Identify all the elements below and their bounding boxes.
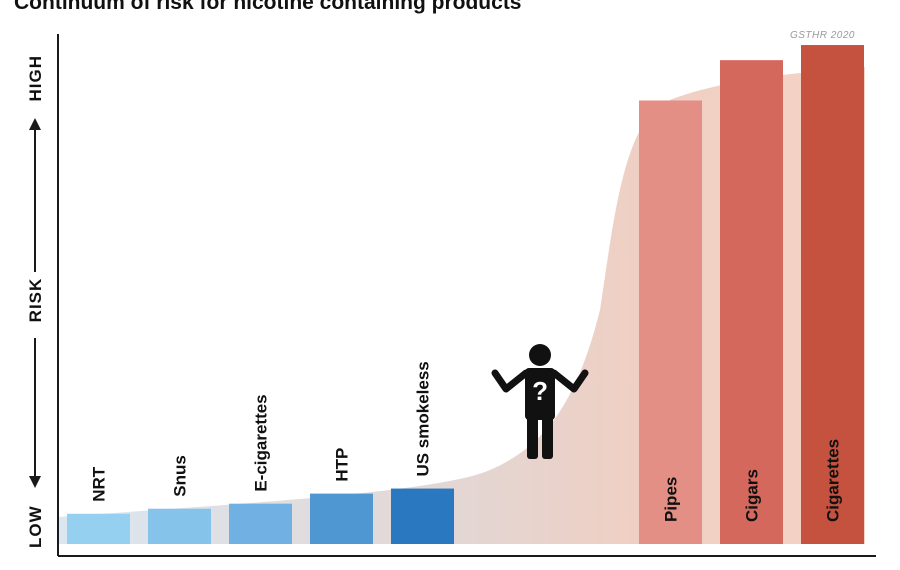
bar-label-cigars: Cigars xyxy=(743,469,762,522)
y-axis-high-label: HIGH xyxy=(26,55,45,102)
bar-cigars xyxy=(720,60,783,544)
bar-label-cigarettes: Cigarettes xyxy=(824,439,843,522)
bar-label-pipes: Pipes xyxy=(662,477,681,522)
arrow-up-icon xyxy=(29,118,41,130)
bar-nrt xyxy=(67,513,130,544)
bar-htp xyxy=(310,493,373,544)
bar-snus xyxy=(148,508,211,544)
bar-e-cigarettes xyxy=(229,503,292,544)
bar-label-nrt: NRT xyxy=(90,466,109,502)
svg-text:?: ? xyxy=(532,376,548,406)
y-axis-scale: LOW RISK HIGH xyxy=(26,55,45,548)
bar-pipes xyxy=(639,100,702,544)
bar-group xyxy=(67,45,864,544)
bar-label-group: NRT Snus E-cigarettes HTP US smokeless Pipes C… xyxy=(90,361,843,522)
bar-label-e-cigarettes: E-cigarettes xyxy=(252,394,271,491)
y-axis-risk-label: RISK xyxy=(26,278,45,323)
chart-source: GSTHR 2020 xyxy=(790,30,855,41)
bar-label-us-smokeless: US smokeless xyxy=(414,361,433,476)
bar-label-htp: HTP xyxy=(333,448,352,482)
bar-label-snus: Snus xyxy=(171,455,190,497)
bar-us-smokeless xyxy=(391,488,454,544)
bar-cigarettes xyxy=(801,45,864,544)
y-axis-low-label: LOW xyxy=(26,505,45,548)
arrow-down-icon xyxy=(29,476,41,488)
person-question-icon: ? xyxy=(491,344,589,459)
chart-title: Continuum of risk for nicotine containin… xyxy=(14,0,522,14)
